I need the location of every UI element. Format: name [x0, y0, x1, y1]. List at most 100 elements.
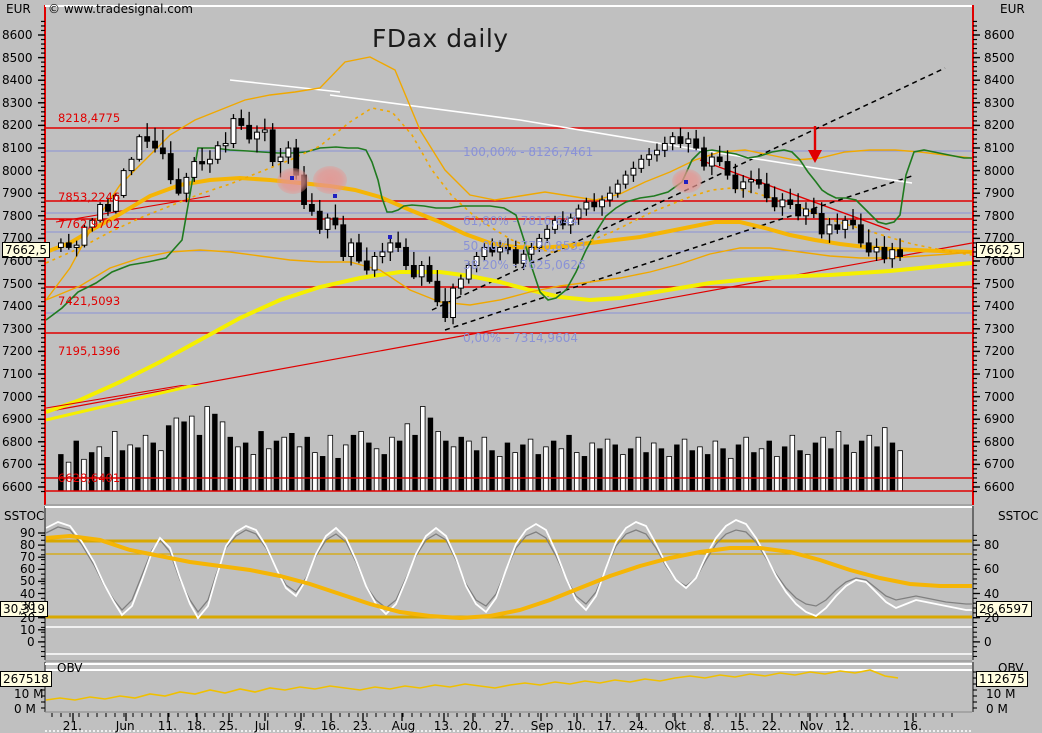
left-axis-title-obv: OBV: [57, 661, 83, 675]
right-price-tick: 7500: [984, 276, 1015, 291]
x-axis-tick-label: 23.: [352, 719, 372, 733]
left-price-tick: 7000: [2, 389, 33, 404]
signal-circle-marker: [277, 168, 309, 194]
fib-label: 61,80% - 7816,644: [463, 214, 578, 228]
right-price-tick: 6900: [984, 412, 1015, 427]
sstoc-right-tick: 40: [984, 586, 1000, 601]
right-price-tick: 7400: [984, 299, 1015, 314]
price-plot: [45, 56, 972, 414]
right-price-tick: 8000: [984, 163, 1015, 178]
ma-yellow-slow: [45, 261, 972, 414]
obv-plot: [45, 669, 972, 701]
x-axis-tick-label: 24.: [628, 719, 648, 733]
watermark-text: © www.tradesignal.com: [48, 2, 193, 16]
obv-series: [45, 669, 899, 701]
x-axis-tick-label: 21.: [62, 719, 82, 733]
right-axis-ticks: [973, 20, 980, 709]
trendline-red-falling: [699, 159, 891, 231]
volume-trendline-red: [45, 385, 188, 409]
ma-orange-medium: [45, 175, 972, 254]
left-price-tick: 7800: [2, 208, 33, 223]
left-price-tick: 7900: [2, 186, 33, 201]
volume-bars: [58, 406, 903, 492]
sstoc-left-tick: 60: [20, 562, 36, 577]
x-axis-tick-label: Okt: [664, 719, 686, 733]
fib-label: 0,00% - 7314,9604: [463, 331, 578, 345]
sstoc-left-tick: 70: [20, 550, 36, 565]
sstoc-right-tick: 20: [984, 610, 1000, 625]
sstoc-right-tick: 60: [984, 562, 1000, 577]
x-axis-tick-label: 16.: [320, 719, 340, 733]
sstoc-right-tick: 0: [984, 634, 992, 649]
x-axis-tick-label: 22.: [761, 719, 781, 733]
x-axis-tick-label: 8.: [703, 719, 715, 733]
trendline-white: [329, 94, 913, 184]
sstoc-series-k: [45, 518, 972, 620]
level-label: 6628,6401: [58, 471, 121, 485]
right-price-tick: 7900: [984, 186, 1015, 201]
obv-tick-right: 10 M: [986, 687, 1016, 701]
left-price-tick: 8600: [2, 28, 33, 42]
level-label: 7195,1396: [58, 344, 121, 358]
left-price-tick: 7600: [2, 254, 33, 268]
obv-panel-bg: [45, 668, 972, 710]
sstoc-left-tick: 0: [27, 634, 35, 649]
entry-marker: [333, 194, 337, 198]
x-axis-tick-label: 15.: [729, 719, 749, 733]
right-price-tick: 6800: [984, 434, 1015, 449]
left-axis-title-eur: EUR: [6, 2, 31, 16]
x-axis-tick-label: 16.: [902, 719, 922, 733]
left-price-tick: 8100: [2, 141, 33, 155]
right-axis-title-sstoc: SSTOC: [998, 509, 1039, 523]
x-axis-tick-label: 9.: [294, 719, 306, 733]
x-axis-tick-label: 25.: [218, 719, 238, 733]
right-price-tick: 8600: [984, 28, 1015, 42]
right-price-tick: 7000: [984, 389, 1015, 404]
sstoc-left-tick: 10: [20, 622, 36, 637]
entry-marker: [684, 180, 688, 184]
sstoc-left-tick: 50: [20, 574, 36, 589]
right-axis-title-eur: EUR: [1000, 2, 1025, 16]
right-price-tick: 8100: [984, 141, 1015, 155]
x-axis-tick-label: Nov: [799, 719, 824, 733]
right-price-tick: 8500: [984, 50, 1015, 65]
price-cursor-left: 7662,5: [2, 242, 50, 258]
parabolic-sar-dotted: [45, 107, 972, 264]
obv-tick-left: 0 M: [14, 702, 36, 716]
left-price-tick: 7200: [2, 344, 33, 359]
right-price-tick: 7700: [984, 231, 1015, 246]
left-price-tick: 8200: [2, 118, 33, 133]
level-label: 7421,5093: [58, 294, 121, 308]
trendline-red-short: [55, 195, 211, 223]
right-price-tick: 7100: [984, 367, 1015, 381]
left-price-tick: 8400: [2, 73, 33, 88]
right-price-tick: 7300: [984, 321, 1015, 336]
right-price-tick: 7200: [984, 344, 1015, 359]
trendline-white-left: [229, 79, 341, 93]
left-price-tick: 6800: [2, 434, 33, 449]
left-price-tick: 8500: [2, 50, 33, 65]
candlestick-series: [57, 109, 904, 325]
x-axis-tick-label: 12.: [834, 719, 854, 733]
right-price-tick: 8300: [984, 95, 1015, 110]
sstoc-left-tick: 40: [20, 586, 36, 601]
obv-cursor-right: 112675: [976, 671, 1028, 687]
price-cursor-right: 7662,5: [976, 242, 1024, 258]
fib-label: 100,00% - 8126,7461: [463, 145, 594, 159]
left-price-tick: 8300: [2, 95, 33, 110]
sstoc-right-tick: 80: [984, 538, 1000, 553]
left-price-tick: 7300: [2, 321, 33, 336]
level-label: 7762,9702: [58, 217, 121, 231]
x-axis-tick-label: 18.: [186, 719, 206, 733]
left-price-tick: 7700: [2, 231, 33, 246]
sstoc-plot: [45, 518, 972, 655]
right-price-tick: 8200: [984, 118, 1015, 133]
right-price-tick: 7600: [984, 254, 1015, 268]
left-price-tick: 6600: [2, 480, 33, 494]
sstoc-left-tick: 30: [20, 598, 36, 613]
obv-tick-right: 0 M: [986, 702, 1008, 716]
signal-circle-marker: [313, 166, 347, 194]
fib-label: 50,00% - 7720,8533: [463, 239, 586, 253]
